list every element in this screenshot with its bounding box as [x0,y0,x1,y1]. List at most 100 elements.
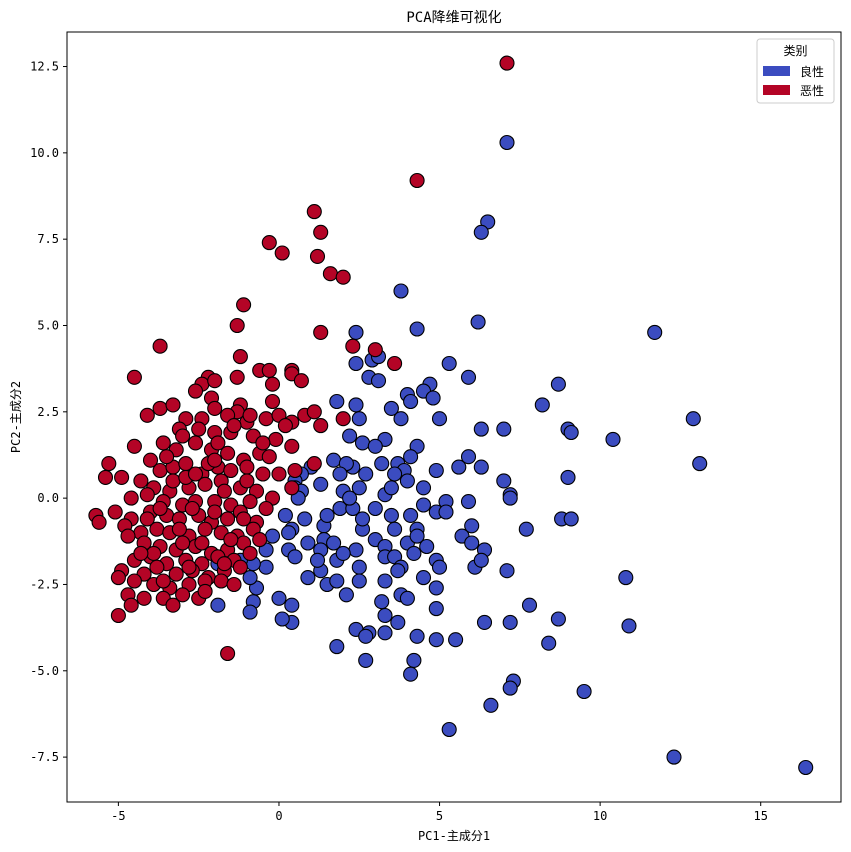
benign-point [383,507,399,523]
malignant-point [293,373,309,389]
benign-point [319,507,335,523]
malignant-point [239,459,255,475]
malignant-point [181,559,197,575]
benign-point [287,549,303,565]
benign-point [354,511,371,527]
malignant-point [187,435,204,451]
benign-point [358,628,374,644]
malignant-point [236,297,252,313]
y-axis: -7.5 -5.0 -2.5 0.0 2.5 5.0 7.5 10.0 12.5 [30,60,67,764]
malignant-point [242,545,258,561]
benign-point [277,507,293,523]
benign-point [464,535,480,551]
benign-point [387,466,403,482]
benign-point [374,456,390,472]
benign-point [409,528,425,544]
benign-point [476,614,493,630]
x-tick-label: 5 [436,809,443,823]
malignant-point [165,473,181,489]
malignant-point [155,435,171,451]
malignant-point [226,418,242,434]
y-tick-label: 12.5 [30,60,59,74]
malignant-point [207,504,223,520]
malignant-point [258,411,274,427]
legend: 类别 良性 恶性 [756,38,835,104]
malignant-point [207,373,223,389]
benign-point [271,590,287,606]
malignant-point [152,338,168,354]
benign-point [313,476,329,492]
benign-point [300,535,316,551]
y-tick-label: -2.5 [30,577,59,591]
x-tick-label: 0 [275,809,282,823]
malignant-point [133,545,149,561]
malignant-point [175,535,191,551]
x-axis-label: PC1-主成分1 [418,829,490,843]
benign-point [342,428,358,444]
malignant-point [110,607,126,624]
benign-point [409,321,425,337]
malignant-point [255,466,271,482]
benign-point [550,611,566,627]
malignant-point [159,449,175,465]
benign-point [419,538,435,555]
benign-point [329,573,345,589]
benign-point [399,590,415,606]
malignant-point [126,369,142,385]
malignant-point [142,452,159,468]
benign-point [647,324,663,340]
benign-point [326,452,342,468]
malignant-point [220,645,236,662]
points-layer [88,55,814,776]
malignant-point [197,476,213,492]
malignant-point [274,245,290,261]
malignant-point [261,449,277,465]
chart-title: PCA降维可视化 [406,10,501,26]
benign-point [358,466,374,482]
malignant-point [499,55,515,71]
benign-point [438,504,454,520]
malignant-point [268,431,284,447]
benign-point [518,521,534,537]
malignant-point [152,462,168,479]
benign-point [354,435,371,451]
malignant-point [313,224,329,240]
y-tick-label: -5.0 [30,664,59,678]
benign-point [390,614,406,630]
malignant-point [226,576,242,593]
benign-point [563,424,579,441]
benign-point [473,459,489,475]
benign-point [798,759,814,776]
benign-point [441,355,457,372]
malignant-point [242,407,258,423]
benign-point [666,749,682,765]
benign-point [685,411,701,427]
benign-point [692,456,708,472]
malignant-point [306,204,322,220]
benign-point [406,545,422,561]
malignant-point [184,500,200,517]
benign-point [390,563,406,579]
malignant-point [277,418,293,434]
malignant-point [387,355,403,372]
benign-point [242,570,258,586]
benign-point [473,552,489,568]
malignant-point [133,473,149,489]
malignant-point [114,469,130,485]
benign-point [473,224,489,240]
malignant-point [287,462,303,479]
legend-swatch-malignant [763,85,790,95]
plot-frame [66,31,842,803]
malignant-point [216,483,232,499]
malignant-point [284,438,300,454]
benign-point [541,635,557,651]
malignant-point [345,338,361,354]
benign-point [329,393,345,410]
benign-point [403,666,419,682]
benign-point [348,324,364,340]
malignant-point [313,418,329,434]
benign-point [460,449,477,465]
benign-point [383,400,399,416]
malignant-point [232,559,248,575]
